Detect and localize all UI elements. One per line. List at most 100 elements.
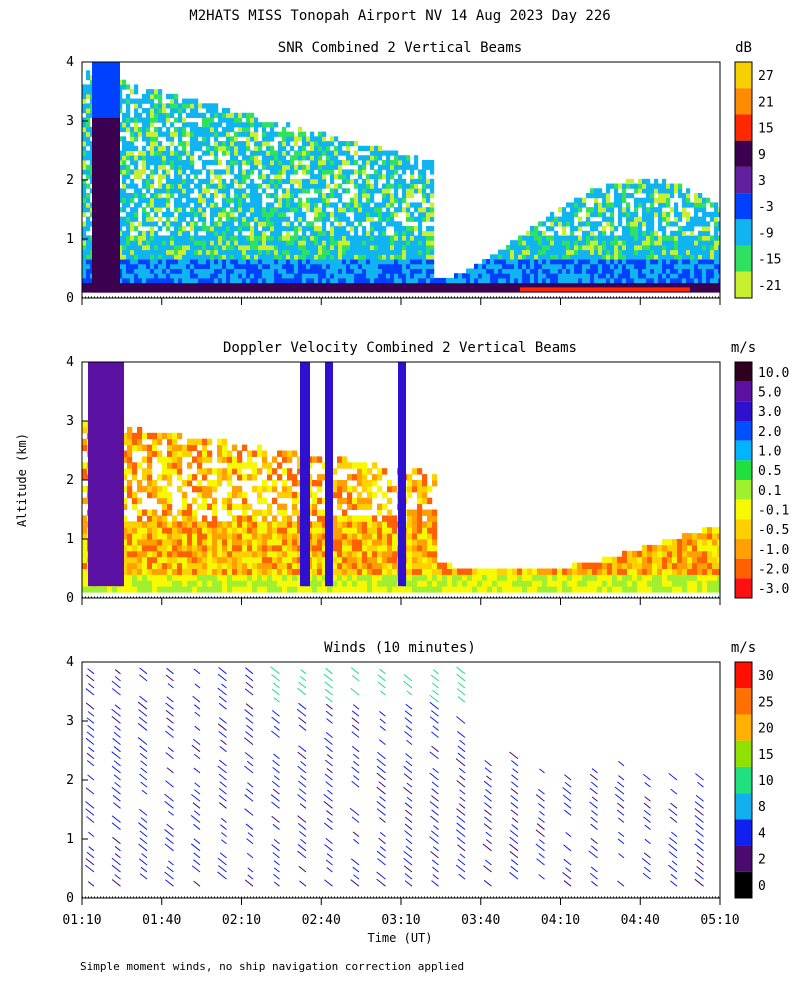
snr-cell: [350, 259, 355, 265]
snr-cell: [518, 282, 523, 288]
snr-cell: [214, 174, 219, 180]
snr-cell: [146, 235, 151, 241]
vel-cell: [272, 544, 278, 552]
snr-cell: [254, 136, 259, 142]
vel-cell: [247, 462, 253, 469]
snr-cell: [162, 244, 167, 251]
vel-cell: [172, 468, 178, 475]
snr-cell: [258, 207, 263, 213]
snr-cell: [138, 259, 143, 265]
snr-cell: [250, 235, 255, 241]
snr-cell: [210, 192, 215, 199]
snr-cell: [286, 221, 291, 227]
snr-cell: [210, 145, 215, 151]
snr-cell: [362, 145, 367, 151]
vel-cell: [257, 533, 263, 540]
snr-cell: [310, 259, 315, 265]
snr-cell: [226, 192, 231, 199]
snr-cell: [278, 174, 283, 180]
snr-cell: [230, 216, 235, 222]
snr-cell: [230, 273, 235, 279]
snr-cell: [550, 221, 555, 227]
snr-cell: [702, 221, 707, 227]
snr-cell: [638, 263, 643, 269]
snr-cell: [370, 192, 375, 199]
snr-cell: [198, 263, 203, 269]
snr-cell: [258, 244, 263, 251]
snr-cell: [162, 122, 167, 128]
snr-cell: [362, 169, 367, 175]
snr-cell: [430, 207, 435, 213]
vel-cell: [147, 509, 153, 516]
snr-cell: [638, 254, 643, 260]
snr-cell: [378, 263, 383, 269]
snr-cell: [222, 244, 227, 251]
snr-cell: [230, 141, 235, 147]
snr-cell: [82, 98, 87, 104]
vel-cell: [202, 550, 208, 558]
snr-cell: [254, 202, 259, 208]
vel-cell: [142, 456, 148, 463]
snr-cell: [378, 230, 383, 236]
snr-cell: [570, 268, 575, 274]
snr-cell: [698, 216, 703, 222]
snr-cell: [634, 277, 639, 284]
snr-cell: [190, 277, 195, 284]
snr-cell: [670, 282, 675, 288]
snr-cell: [394, 178, 399, 185]
vel-cell: [122, 580, 128, 587]
snr-cell: [586, 259, 591, 265]
vel-cell: [337, 462, 343, 469]
snr-cell: [686, 263, 691, 269]
snr-cell: [558, 263, 563, 269]
snr-cell: [294, 249, 299, 255]
snr-cell: [202, 259, 207, 265]
snr-cell: [574, 282, 579, 288]
snr-cell: [518, 268, 523, 274]
vel-cell: [272, 456, 278, 463]
snr-cell: [142, 98, 147, 104]
snr-cell: [590, 268, 595, 274]
snr-cell: [534, 268, 539, 274]
snr-cell: [490, 287, 495, 293]
snr-cell: [362, 226, 367, 232]
snr-cell: [422, 169, 427, 175]
snr-cell: [250, 178, 255, 185]
snr-cell: [690, 221, 695, 227]
vel-cell: [147, 539, 153, 546]
snr-cell: [146, 174, 151, 180]
snr-cell: [150, 192, 155, 199]
snr-cell: [92, 244, 120, 251]
snr-cell: [254, 159, 259, 166]
snr-cell: [342, 268, 347, 274]
snr-cell: [702, 254, 707, 260]
snr-cell: [502, 268, 507, 274]
snr-cell: [182, 169, 187, 175]
snr-cell: [602, 202, 607, 208]
snr-cell: [150, 249, 155, 255]
vel-cell: [82, 533, 88, 540]
snr-cell: [298, 211, 303, 218]
snr-cell: [686, 197, 691, 203]
snr-cell: [254, 273, 259, 279]
snr-cell: [92, 108, 120, 114]
snr-cell: [326, 240, 331, 246]
snr-cell: [686, 273, 691, 279]
snr-cell: [638, 277, 643, 284]
snr-cell: [262, 207, 267, 213]
snr-cell: [554, 244, 559, 251]
snr-cell: [122, 249, 127, 255]
snr-cell: [398, 164, 403, 170]
snr-cell: [302, 263, 307, 269]
snr-cell: [92, 65, 120, 71]
vel-cell: [192, 550, 198, 558]
snr-cell: [586, 230, 591, 236]
snr-cell: [150, 174, 155, 180]
vel-cell: [332, 550, 338, 558]
vel-cell: [187, 474, 193, 481]
snr-cell: [434, 282, 439, 288]
snr-cell: [354, 226, 359, 232]
snr-cell: [326, 155, 331, 161]
snr-cell: [338, 221, 343, 227]
snr-cell: [354, 178, 359, 185]
